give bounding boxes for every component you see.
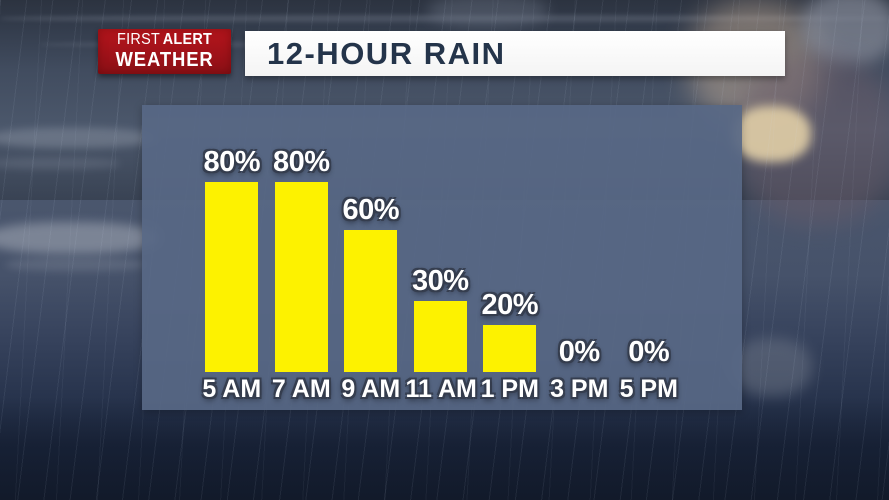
- logo-text: FIRST ALERT WEATHER: [115, 32, 213, 71]
- bar-value-label: 30%: [411, 264, 469, 297]
- background-streak: [732, 338, 812, 396]
- bar-value-label: 80%: [203, 146, 261, 178]
- chart-title: 12-HOUR RAIN: [267, 35, 506, 71]
- x-axis-tick-label: 3 PM: [550, 375, 609, 403]
- bar-column: 30%: [406, 265, 476, 372]
- logo-line1: FIRST ALERT: [115, 32, 213, 48]
- background-streak: [0, 158, 120, 169]
- x-axis-tick-label: 5 PM: [619, 375, 678, 403]
- background-streak: [0, 128, 155, 148]
- background-streak: [0, 222, 158, 254]
- x-axis-tick-label: 9 AM: [341, 375, 401, 403]
- bar: [413, 300, 467, 372]
- background-streak: [802, 0, 889, 65]
- background-light-patch: [733, 106, 811, 162]
- bar-chart: 80% 80% 60% 30% 20% 0%: [197, 105, 684, 372]
- background-streak: [6, 258, 146, 271]
- bar: [483, 324, 537, 372]
- x-axis-tick-label: 7 AM: [271, 375, 331, 403]
- bar: [205, 182, 259, 372]
- bar-value-label: 0%: [558, 336, 600, 368]
- background-shading: [0, 398, 889, 500]
- bar-value-label: 20%: [481, 288, 539, 321]
- bar-column: 0%: [614, 336, 684, 372]
- chart-panel: 80% 80% 60% 30% 20% 0%: [142, 105, 742, 410]
- bar-column: 20%: [475, 288, 545, 372]
- bar-value-label: 60%: [342, 193, 400, 226]
- bar-column: 0%: [545, 336, 615, 372]
- x-axis-labels: 5 AM 7 AM 9 AM 11 AM 1 PM 3 PM 5 PM: [197, 375, 684, 404]
- chart-title-bar: 12-HOUR RAIN: [245, 31, 785, 76]
- bar-value-label: 0%: [628, 336, 670, 368]
- logo-word-first: FIRST: [116, 31, 160, 49]
- x-axis-tick-label: 1 PM: [480, 375, 539, 403]
- x-axis-tick-label: 5 AM: [202, 375, 262, 403]
- bar: [274, 182, 328, 372]
- x-axis-tick-label: 11 AM: [405, 375, 477, 403]
- bar-column: 60%: [336, 193, 406, 372]
- first-alert-weather-logo: FIRST ALERT WEATHER: [98, 29, 231, 74]
- bar-column: 80%: [197, 146, 267, 372]
- background-streak: [428, 0, 548, 28]
- background-streak: [0, 15, 889, 22]
- bar-column: 80%: [267, 146, 337, 372]
- logo-word-weather: WEATHER: [115, 48, 214, 72]
- bar-value-label: 80%: [272, 146, 330, 178]
- bar: [344, 229, 398, 372]
- logo-word-alert: ALERT: [162, 31, 212, 49]
